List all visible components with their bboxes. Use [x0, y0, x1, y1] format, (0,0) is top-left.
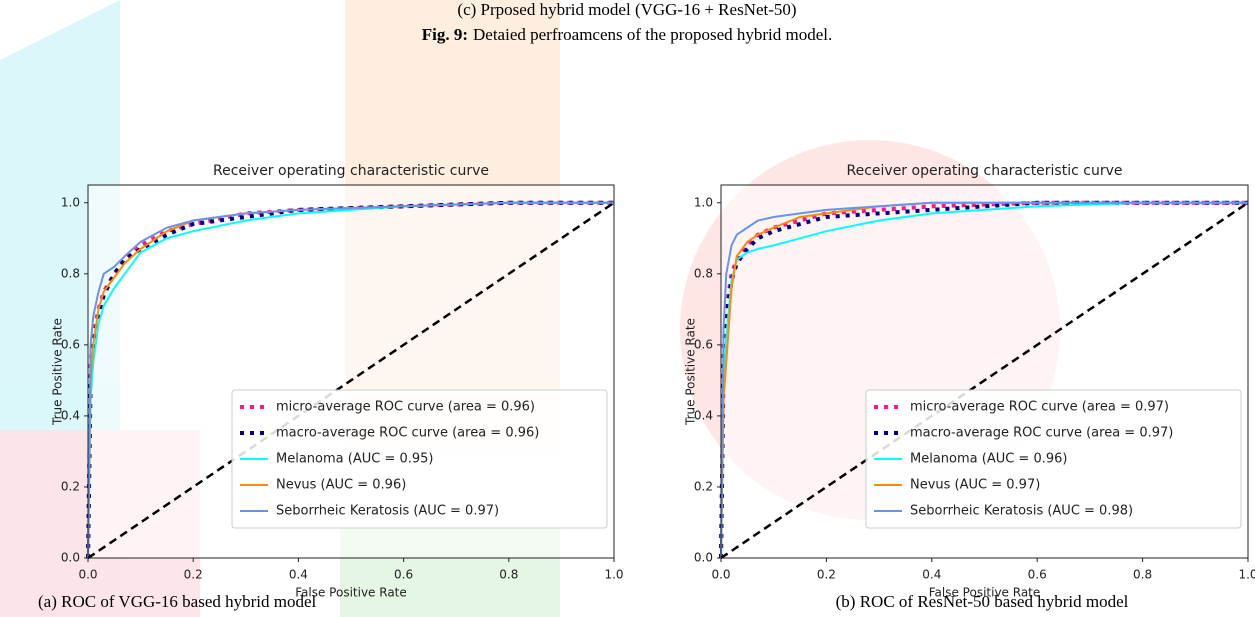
y-axis-label: True Positive Rate: [51, 318, 65, 426]
y-tick-label: 1.0: [61, 195, 80, 209]
y-tick-label: 0.0: [61, 551, 80, 565]
x-tick-label: 0.4: [922, 568, 941, 582]
x-tick-label: 0.0: [711, 568, 730, 582]
y-tick-label: 0.2: [61, 479, 80, 493]
figure-caption: Fig. 9: Detaied perfroamcens of the propo…: [422, 25, 833, 44]
legend: micro-average ROC curve (area = 0.97) mac…: [866, 390, 1241, 528]
chart-title: Receiver operating characteristic curve: [213, 163, 489, 179]
x-tick-label: 0.6: [394, 568, 413, 582]
x-tick-label: 0.6: [1028, 568, 1047, 582]
legend-label: micro-average ROC curve (area = 0.97): [910, 400, 1169, 415]
figure-label: Fig. 9:: [422, 25, 468, 44]
chart-title: Receiver operating characteristic curve: [847, 163, 1123, 179]
chart: Receiver operating characteristic curve 0…: [684, 163, 1255, 600]
figure-text: Detaied perfroamcens of the proposed hyb…: [473, 25, 832, 44]
y-tick-label: 0.2: [694, 479, 713, 493]
page-canvas: (c) Prposed hybrid model (VGG-16 + ResNe…: [0, 0, 1255, 617]
x-tick-label: 0.2: [817, 568, 836, 582]
x-tick-label: 0.8: [1133, 568, 1152, 582]
y-tick-label: 0.8: [694, 266, 713, 280]
y-axis-label: True Positive Rate: [684, 318, 698, 426]
legend-label: Nevus (AUC = 0.97): [910, 478, 1040, 493]
legend-label: macro-average ROC curve (area = 0.97): [910, 426, 1173, 441]
legend-label: Melanoma (AUC = 0.95): [276, 452, 433, 467]
x-tick-label: 0.4: [289, 568, 308, 582]
subfigure-caption: (c) Prposed hybrid model (VGG-16 + ResNe…: [457, 0, 796, 19]
chart: Receiver operating characteristic curve 0…: [51, 163, 624, 600]
subfigure-caption: (b) ROC of ResNet-50 based hybrid model: [836, 592, 1129, 611]
page: {"captions": {"subfigure": "(c) Prposed …: [0, 0, 1255, 617]
subfigure-caption: (a) ROC of VGG-16 based hybrid model: [38, 592, 317, 611]
legend-label: Seborrheic Keratosis (AUC = 0.98): [910, 504, 1133, 519]
x-tick-label: 0.2: [184, 568, 203, 582]
legend-label: micro-average ROC curve (area = 0.96): [276, 400, 535, 415]
x-tick-label: 0.0: [78, 568, 97, 582]
x-tick-label: 0.8: [499, 568, 518, 582]
y-tick-label: 0.0: [694, 551, 713, 565]
legend: micro-average ROC curve (area = 0.96) mac…: [232, 390, 607, 528]
y-tick-label: 0.8: [61, 266, 80, 280]
legend-label: Seborrheic Keratosis (AUC = 0.97): [276, 504, 499, 519]
x-tick-label: 1.0: [604, 568, 623, 582]
legend-label: Melanoma (AUC = 0.96): [910, 452, 1067, 467]
x-tick-label: 1.0: [1238, 568, 1255, 582]
legend-label: Nevus (AUC = 0.96): [276, 478, 406, 493]
y-tick-label: 1.0: [694, 195, 713, 209]
legend-label: macro-average ROC curve (area = 0.96): [276, 426, 539, 441]
